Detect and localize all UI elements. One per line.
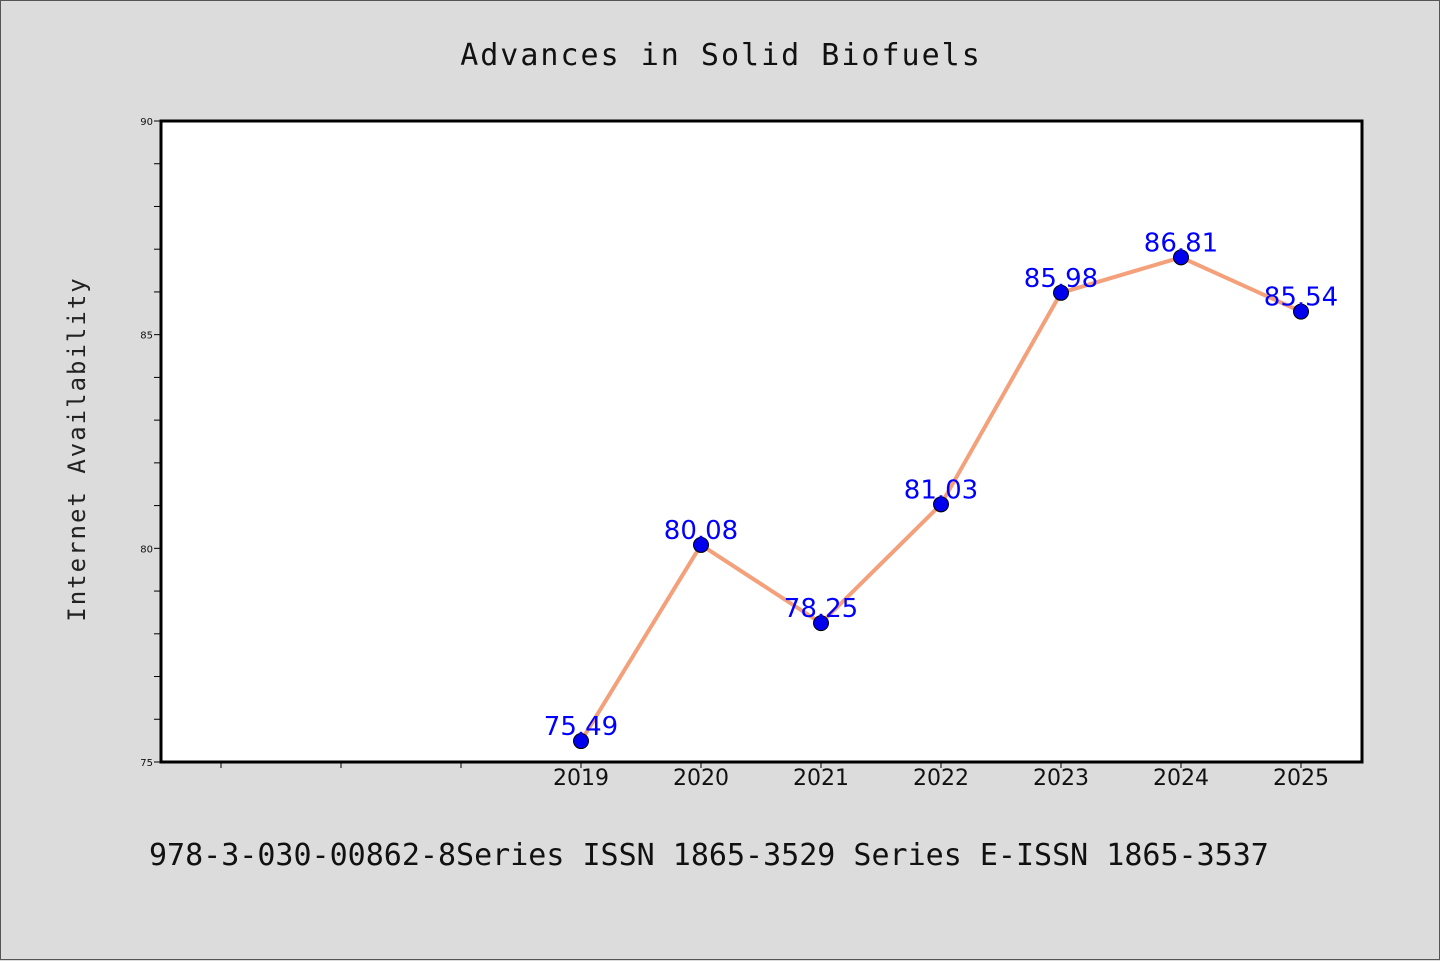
data-label: 80.08 bbox=[664, 516, 738, 546]
plot-area bbox=[159, 119, 1364, 764]
data-point bbox=[813, 615, 829, 632]
y-axis-label: Internet Availability bbox=[63, 276, 91, 621]
data-point bbox=[573, 733, 589, 750]
x-tick-label: 2019 bbox=[553, 766, 609, 791]
data-label: 78.25 bbox=[784, 594, 858, 624]
y-tick-label: 80 bbox=[140, 544, 153, 555]
x-tick-label: 2023 bbox=[1033, 766, 1089, 791]
x-tick-label: 2024 bbox=[1153, 766, 1209, 791]
y-tick-label: 90 bbox=[140, 117, 153, 128]
data-label: 85.54 bbox=[1264, 283, 1338, 313]
x-tick-label: 2022 bbox=[913, 766, 969, 791]
y-tick-label: 85 bbox=[140, 331, 153, 342]
data-point bbox=[1293, 303, 1309, 320]
y-tick-label: 75 bbox=[140, 758, 153, 769]
x-tick-label: 2021 bbox=[793, 766, 849, 791]
markers bbox=[573, 249, 1309, 750]
data-label: 75.49 bbox=[544, 712, 618, 742]
data-label: 86.81 bbox=[1144, 228, 1218, 258]
footer-text: 978-3-030-00862-8Series ISSN 1865-3529 S… bbox=[149, 838, 1269, 873]
data-point bbox=[693, 536, 709, 553]
data-point bbox=[1053, 284, 1069, 301]
x-tick-label: 2020 bbox=[673, 766, 729, 791]
y-tick-labels: 75 80 85 90 bbox=[140, 117, 153, 769]
x-tick-label: 2025 bbox=[1273, 766, 1329, 791]
data-label: 85.98 bbox=[1024, 264, 1098, 294]
axis-ticks bbox=[154, 120, 1302, 768]
data-point bbox=[1173, 249, 1189, 266]
data-labels: 75.49 80.08 78.25 81.03 85.98 86.81 85.54 bbox=[544, 228, 1338, 742]
x-tick-labels: 2019 2020 2021 2022 2023 2024 2025 bbox=[553, 766, 1329, 791]
data-point bbox=[933, 496, 949, 513]
chart-title: Advances in Solid Biofuels bbox=[460, 38, 982, 73]
data-label: 81.03 bbox=[904, 475, 978, 505]
